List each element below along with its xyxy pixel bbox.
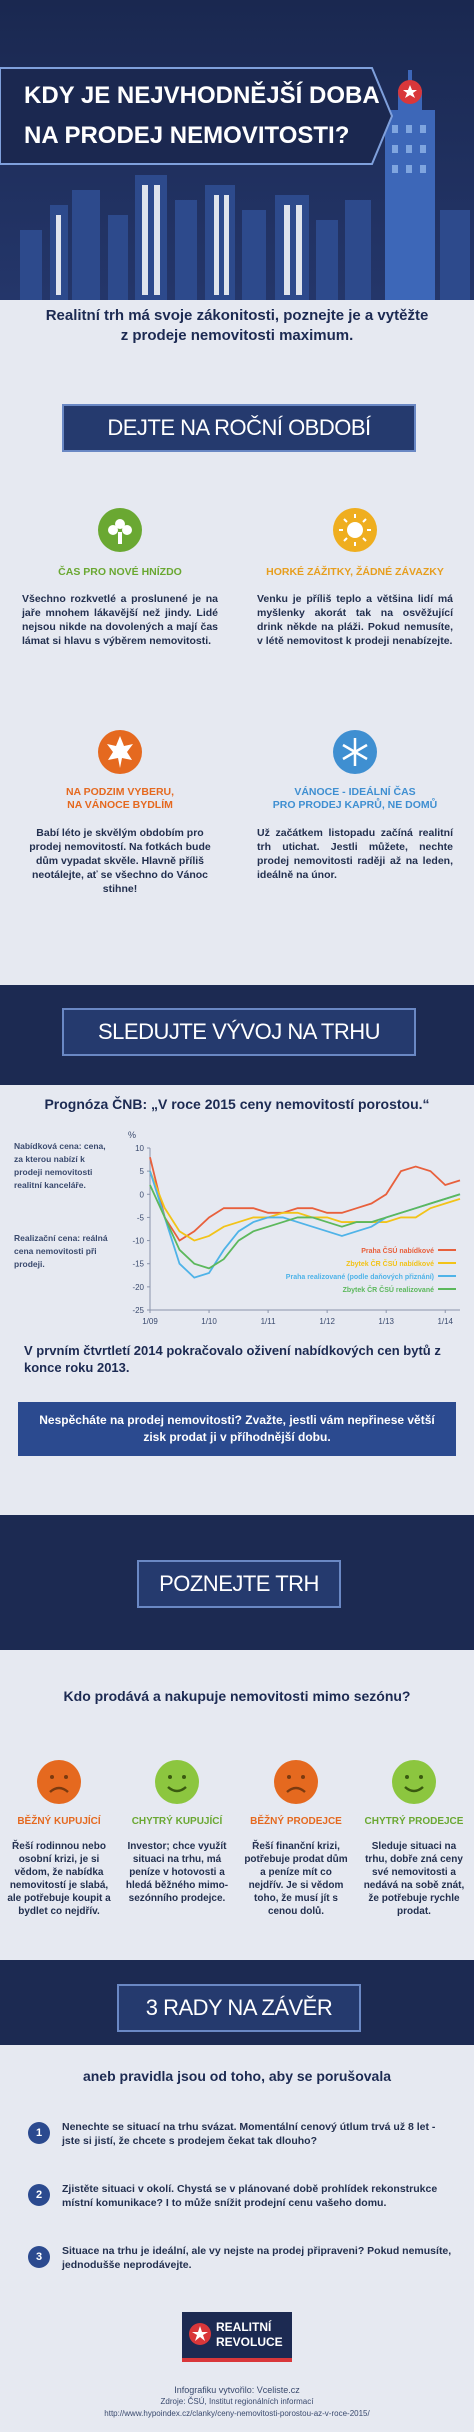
- title-line: ČAS PRO NOVÉ HNÍZDO: [58, 566, 182, 578]
- question: Kdo prodává a nakupuje nemovitosti mimo …: [63, 1688, 411, 1704]
- credit: Infografiku vytvořilo: Vceliste.cz: [174, 2385, 300, 2395]
- person-text: Řeší finanční krizi, potřebuje prodat dů…: [244, 1841, 348, 1917]
- note: Nabídková cena: cena, za kterou nabízí k…: [14, 1141, 106, 1190]
- legend-label: Praha realizované (podle daňových přizná…: [286, 1274, 434, 1281]
- footer: Infografiku vytvořilo: Vceliste.cz Zdroj…: [0, 2384, 474, 2420]
- x-tick-label: 1/14: [437, 1317, 453, 1326]
- series-line: [149, 1157, 461, 1242]
- chart: % 10 5 0 -5 -10 -15 -20 -25 1/09 1/10 1/11 1/12 1/13 1…: [128, 1130, 461, 1326]
- x-tick-label: 1/09: [142, 1317, 158, 1326]
- logo-text: REALITNÍ REVOLUCE: [216, 2320, 283, 2350]
- season-text: Už začátkem listopadu začíná realitní tr…: [257, 827, 453, 881]
- title-line: KDY JE NEJVHODNĚJŠÍ DOBA: [24, 82, 380, 109]
- logo-line: REALITNÍ: [216, 2320, 272, 2334]
- note: Realizační cena: reálná cena nemovitosti…: [14, 1233, 108, 1269]
- tip-number: 2: [28, 2184, 50, 2206]
- title-line: NA PODZIM VYBERU,: [65, 786, 175, 798]
- y-tick-label: -25: [132, 1306, 144, 1315]
- person-title: CHYTRÝ KUPUJÍCÍ: [131, 1816, 223, 1827]
- x-tick-label: 1/12: [319, 1317, 335, 1326]
- skyline: [0, 67, 470, 300]
- y-axis-label: %: [128, 1130, 136, 1140]
- season-title: NA PODZIM VYBERU, NA VÁNOCE BYDLÍM: [20, 786, 220, 812]
- season-text: Venku je příliš teplo a většina lidí má …: [257, 593, 453, 647]
- legend-label: Praha ČSÚ nabídkové: [361, 1246, 434, 1255]
- person-title: BĚŽNÝ PRODEJCE: [250, 1816, 342, 1827]
- y-tick-label: 10: [135, 1144, 144, 1153]
- legend-label: Zbytek ČR ČSÚ nabídkové: [346, 1259, 434, 1268]
- series-line: [149, 1170, 461, 1242]
- title-line: NA VÁNOCE BYDLÍM: [67, 799, 173, 811]
- person-text: Sleduje situaci na trhu, dobře zná ceny …: [363, 1841, 465, 1917]
- tips-subtitle: aneb pravidla jsou od toho, aby se poruš…: [82, 2068, 392, 2084]
- tip-text: Nenechte se situací na trhu svázat. Mome…: [62, 2121, 436, 2147]
- x-tick-label: 1/13: [378, 1317, 394, 1326]
- tip-number: 3: [28, 2246, 50, 2268]
- person-title: CHYTRÝ PRODEJCE: [364, 1816, 464, 1827]
- x-tick-label: 1/10: [201, 1317, 217, 1326]
- season-title: VÁNOCE - IDEÁLNÍ ČAS PRO PRODEJ KAPRŮ, NE…: [255, 786, 455, 812]
- season-title: HORKÉ ZÁŽITKY, ŽÁDNÉ ZÁVAZKY: [255, 566, 455, 579]
- x-tick-label: 1/11: [261, 1317, 277, 1326]
- y-tick-label: -10: [132, 1237, 144, 1246]
- summary: V prvním čtvrtletí 2014 pokračovalo oživ…: [24, 1343, 441, 1375]
- season-title: ČAS PRO NOVÉ HNÍZDO: [20, 566, 220, 579]
- sources: Zdroje: ČSÚ, Institut regionálních infor…: [160, 2397, 314, 2406]
- title-line: NA PRODEJ NEMOVITOSTI?: [24, 122, 350, 149]
- season-icons: [98, 508, 377, 774]
- faces: [37, 1760, 436, 1804]
- title-line: HORKÉ ZÁŽITKY, ŽÁDNÉ ZÁVAZKY: [266, 566, 444, 578]
- section-heading: DEJTE NA ROČNÍ OBDOBÍ: [62, 404, 416, 452]
- y-tick-label: -20: [132, 1283, 144, 1292]
- intro: Realitní trh má svoje zákonitosti, pozne…: [45, 307, 429, 344]
- section-heading: POZNEJTE TRH: [137, 1560, 341, 1608]
- title-line: VÁNOCE - IDEÁLNÍ ČAS: [294, 786, 416, 798]
- tip-text: Situace na trhu je ideální, ale vy nejst…: [62, 2245, 452, 2271]
- legend-label: Zbytek ČR ČSÚ realizované: [343, 1285, 435, 1294]
- callout: Nespěcháte na prodej nemovitosti? Zvažte…: [18, 1402, 456, 1456]
- person-text: Investor; chce využít situaci na trhu, m…: [125, 1841, 229, 1904]
- chart-title: Prognóza ČNB: „V roce 2015 ceny nemovito…: [44, 1096, 430, 1112]
- season-text: Všechno rozkvetlé a proslunené je na jař…: [22, 593, 218, 647]
- y-tick-label: 5: [140, 1167, 145, 1176]
- season-text: Babí léto je skvělým obdobím pro prodej …: [29, 827, 211, 895]
- y-tick-label: 0: [140, 1190, 145, 1199]
- person-title: BĚŽNÝ KUPUJÍCÍ: [17, 1816, 101, 1827]
- section-heading: SLEDUJTE VÝVOJ NA TRHU: [62, 1008, 416, 1056]
- title-line: PRO PRODEJ KAPRŮ, NE DOMŮ: [272, 799, 438, 811]
- tip-number: 1: [28, 2122, 50, 2144]
- person-text: Řeší rodinnou nebo osobní krizi, je si v…: [7, 1841, 111, 1917]
- source-url: http://www.hypoindex.cz/clanky/ceny-nemo…: [104, 2409, 370, 2418]
- section-heading: 3 RADY NA ZÁVĚR: [117, 1984, 361, 2032]
- logo: REALITNÍ REVOLUCE: [182, 2312, 292, 2362]
- logo-star: [189, 2323, 211, 2345]
- tip-text: Zjistěte situaci v okolí. Chystá se v pl…: [62, 2183, 438, 2209]
- header-title: KDY JE NEJVHODNĚJŠÍ DOBA NA PRODEJ NEMOV…: [24, 76, 380, 156]
- logo-line: REVOLUCE: [216, 2335, 283, 2349]
- y-tick-label: -15: [132, 1260, 144, 1269]
- series-line: [149, 1184, 461, 1270]
- y-tick-label: -5: [137, 1213, 145, 1222]
